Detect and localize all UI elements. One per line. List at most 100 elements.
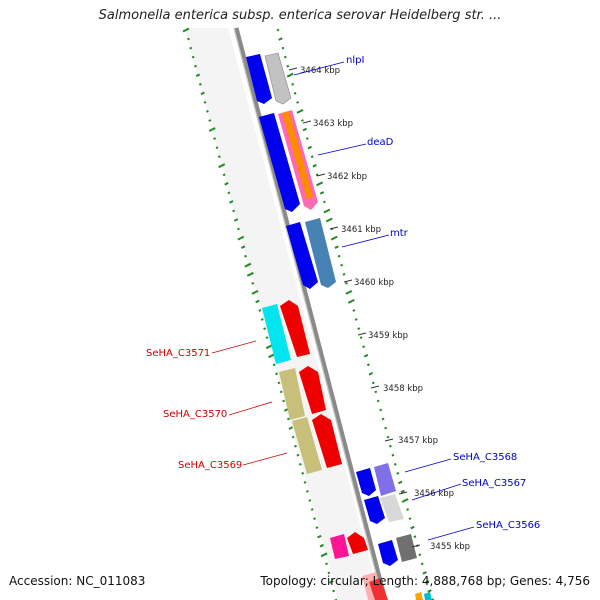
gc-tick bbox=[291, 82, 295, 86]
gc-tick bbox=[301, 471, 305, 475]
gc-tick bbox=[337, 254, 341, 258]
gc-tick bbox=[396, 471, 400, 475]
gc-tick bbox=[406, 508, 410, 511]
gc-tick bbox=[191, 55, 195, 59]
gc-tick bbox=[388, 444, 392, 448]
gene-red-bottom[interactable] bbox=[369, 578, 388, 600]
backbone-highlight bbox=[233, 27, 384, 600]
gc-tick bbox=[376, 399, 380, 403]
kbp-label: 3457 kbp bbox=[398, 436, 438, 446]
gc-tick bbox=[323, 208, 331, 214]
gc-tick bbox=[305, 137, 309, 140]
gc-tick bbox=[291, 435, 295, 439]
gc-tick bbox=[195, 73, 201, 77]
gc-tick bbox=[194, 64, 197, 68]
gc-tick bbox=[386, 435, 390, 439]
gc-tick bbox=[276, 28, 280, 32]
gc-tick bbox=[317, 534, 322, 539]
gene-blue-4[interactable] bbox=[356, 468, 376, 496]
label-leaders bbox=[211, 61, 475, 541]
gene-labels: nlpI deaD mtr SeHA_C3571 SeHA_C3570 SeHA… bbox=[146, 55, 540, 531]
gc-tick bbox=[281, 46, 285, 50]
gc-tick bbox=[208, 127, 216, 132]
gene-blue-1[interactable] bbox=[246, 54, 272, 104]
gc-tick bbox=[300, 119, 304, 122]
gene-deaD-orange[interactable] bbox=[282, 111, 313, 200]
gc-tick bbox=[368, 372, 374, 376]
gc-tick bbox=[277, 381, 281, 385]
gc-tick bbox=[329, 580, 334, 584]
gc-tick bbox=[315, 173, 319, 177]
gc-tick bbox=[401, 498, 409, 503]
gene-SeHA_C3568[interactable] bbox=[374, 463, 396, 496]
gene-olive-2[interactable] bbox=[292, 417, 322, 474]
gc-tick bbox=[313, 517, 317, 520]
gc-tick bbox=[244, 262, 252, 268]
gc-tick bbox=[316, 181, 324, 187]
gene-blue-5[interactable] bbox=[364, 496, 385, 524]
gene-blue-3[interactable] bbox=[286, 222, 318, 289]
gc-tick bbox=[288, 426, 293, 430]
gene-cyan-bottom[interactable] bbox=[424, 592, 432, 600]
gene-red-2[interactable] bbox=[299, 366, 326, 414]
gc-tick bbox=[218, 163, 226, 169]
gene-orange-bottom[interactable] bbox=[415, 592, 423, 600]
gene-red-4[interactable] bbox=[347, 532, 368, 554]
gene-olive-1[interactable] bbox=[279, 368, 305, 420]
gc-tick bbox=[283, 55, 287, 59]
gene-magenta[interactable] bbox=[330, 534, 349, 559]
gc-tick bbox=[208, 119, 212, 122]
gc-tick bbox=[418, 553, 422, 557]
gene-SeHA_C3566[interactable] bbox=[396, 534, 417, 562]
gc-tick bbox=[251, 290, 259, 295]
gc-tick bbox=[398, 480, 403, 485]
map-title: Salmonella enterica subsp. enterica sero… bbox=[98, 8, 502, 23]
kbp-labels: 3464 kbp 3463 kbp 3462 kbp 3461 kbp 3460… bbox=[300, 66, 470, 552]
gc-tick bbox=[236, 227, 240, 231]
gene-nlpI[interactable] bbox=[264, 52, 292, 105]
gc-tick bbox=[302, 127, 308, 132]
gc-tick bbox=[381, 417, 385, 421]
gc-tick bbox=[408, 517, 412, 520]
gene-label: SeHA_C3568 bbox=[453, 452, 517, 463]
gc-tick bbox=[334, 245, 339, 249]
gene-red-3[interactable] bbox=[312, 414, 342, 468]
gc-tick bbox=[263, 327, 267, 330]
gc-tick bbox=[272, 363, 276, 367]
kbp-label: 3456 kbp bbox=[414, 489, 454, 499]
gene-SeHA_C3567[interactable] bbox=[380, 494, 404, 522]
topology-text: Topology: circular; Length: 4,888,768 bp… bbox=[260, 574, 590, 588]
gc-tick bbox=[410, 525, 415, 530]
gc-tick bbox=[224, 182, 229, 186]
gc-tick bbox=[325, 562, 328, 566]
gc-tick bbox=[325, 217, 333, 223]
kbp-ticks bbox=[288, 67, 421, 548]
gc-tick bbox=[384, 426, 388, 430]
gc-tick bbox=[265, 344, 273, 350]
reverse-genes bbox=[246, 54, 432, 600]
gc-tick bbox=[260, 318, 264, 321]
gc-tick bbox=[229, 200, 234, 204]
gene-blue-6[interactable] bbox=[378, 540, 398, 566]
gene-red-1[interactable] bbox=[280, 300, 310, 357]
gene-mtr[interactable] bbox=[305, 218, 336, 288]
gc-tick bbox=[379, 408, 383, 412]
gc-tick bbox=[294, 444, 297, 448]
gc-tick bbox=[198, 82, 202, 86]
gc-tick bbox=[308, 499, 312, 502]
gc-tick bbox=[371, 381, 375, 385]
gc-tick bbox=[282, 399, 286, 403]
gene-blue-2[interactable] bbox=[259, 113, 300, 212]
gc-tick bbox=[352, 309, 356, 312]
gc-tick bbox=[222, 173, 226, 177]
gene-cyan[interactable] bbox=[262, 304, 291, 364]
gc-tick bbox=[345, 290, 353, 295]
gc-tick bbox=[215, 146, 219, 149]
gc-tick bbox=[312, 163, 317, 168]
kbp-label: 3458 kbp bbox=[383, 384, 423, 394]
gc-tick bbox=[347, 299, 355, 304]
gc-tick bbox=[278, 37, 283, 41]
gc-tick bbox=[203, 101, 207, 104]
gc-tick bbox=[286, 72, 294, 78]
